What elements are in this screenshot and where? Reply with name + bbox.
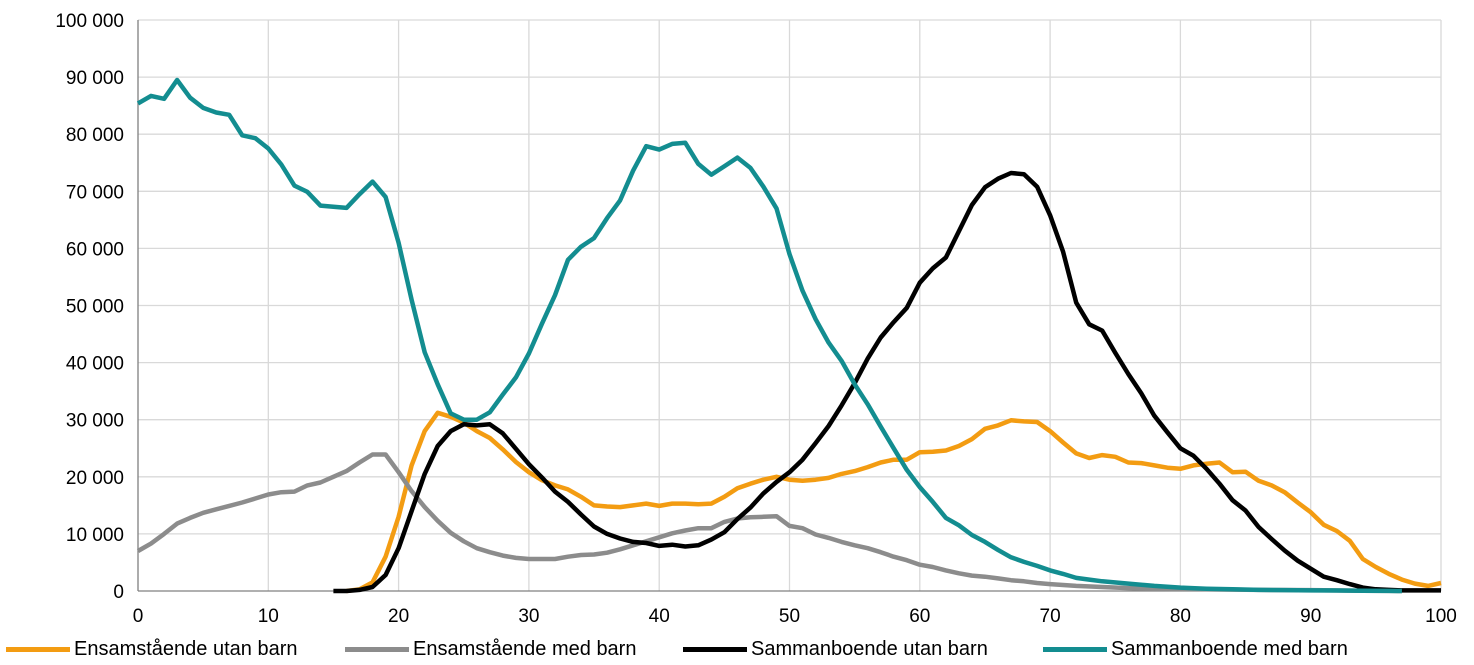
x-tick-label: 40	[649, 606, 670, 627]
y-tick-label: 40 000	[66, 354, 124, 375]
x-tick-labels: 0 10 20 30 40 50 60 70 80 90 100	[133, 606, 1457, 627]
legend-label: Ensamstående utan barn	[74, 638, 298, 660]
legend-swatch	[6, 647, 70, 652]
x-tick-label: 10	[258, 606, 279, 627]
legend-swatch	[1043, 647, 1107, 652]
x-tick-label: 70	[1040, 606, 1061, 627]
y-tick-label: 70 000	[66, 182, 124, 203]
series-lines	[136, 77, 1442, 594]
x-tick-label: 60	[909, 606, 930, 627]
legend-item-ensamstaende-utan-barn: Ensamstående utan barn	[6, 634, 298, 665]
x-tick-label: 50	[779, 606, 800, 627]
line-chart: 0 10 000 20 000 30 000 40 000 50 000 60 000 70 …	[55, 11, 1457, 627]
legend-swatch	[683, 647, 747, 652]
x-tick-label: 80	[1170, 606, 1191, 627]
x-tick-label: 0	[133, 606, 144, 627]
legend-label: Ensamstående med barn	[413, 638, 637, 660]
x-tick-label: 90	[1300, 606, 1321, 627]
y-tick-label: 90 000	[66, 68, 124, 89]
legend-swatch	[345, 647, 409, 652]
legend-label: Sammanboende utan barn	[751, 638, 988, 660]
gridlines	[138, 19, 1442, 591]
x-tick-label: 30	[518, 606, 539, 627]
series-line-sammanboende-med-barn	[136, 77, 1402, 594]
legend: Ensamstående utan barn Ensamstående med …	[0, 634, 1474, 665]
legend-label: Sammanboende med barn	[1111, 638, 1348, 660]
y-tick-label: 20 000	[66, 468, 124, 489]
legend-item-sammanboende-med-barn: Sammanboende med barn	[1043, 634, 1348, 665]
y-tick-label: 10 000	[66, 525, 124, 546]
y-tick-label: 100 000	[55, 11, 124, 32]
series-line-ensamstaende-med-barn	[136, 452, 1402, 594]
y-tick-label: 80 000	[66, 125, 124, 146]
legend-item-sammanboende-utan-barn: Sammanboende utan barn	[683, 634, 988, 665]
y-tick-label: 60 000	[66, 239, 124, 260]
y-tick-label: 30 000	[66, 411, 124, 432]
series-line-ensamstaende-utan-barn	[346, 410, 1442, 594]
legend-item-ensamstaende-med-barn: Ensamstående med barn	[345, 634, 636, 665]
y-tick-label: 50 000	[66, 297, 124, 318]
x-tick-label: 100	[1425, 606, 1457, 627]
series-line-sammanboende-utan-barn	[333, 170, 1441, 594]
x-tick-label: 20	[388, 606, 409, 627]
y-tick-label: 0	[113, 582, 124, 603]
y-tick-labels: 0 10 000 20 000 30 000 40 000 50 000 60 000 70 …	[55, 11, 124, 603]
